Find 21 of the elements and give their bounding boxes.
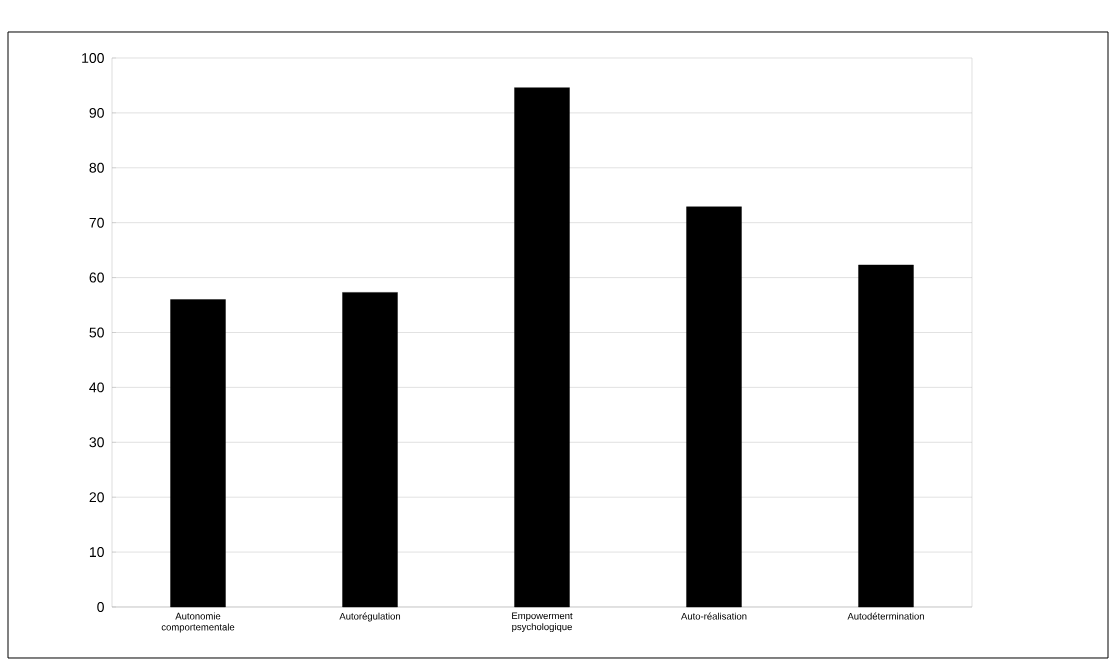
bar (858, 264, 914, 608)
x-tick-label: Auto-réalisation (681, 612, 747, 620)
bar (170, 299, 226, 608)
y-tick-label: 10 (89, 547, 104, 558)
y-tick-label: 60 (89, 272, 104, 283)
bar (342, 292, 398, 608)
y-tick-label: 90 (89, 107, 104, 118)
y-tick-label: 40 (89, 382, 104, 393)
bar (514, 87, 570, 608)
x-tick-label: Autorégulation (339, 612, 401, 622)
y-tick-label: 80 (89, 162, 104, 173)
y-tick-label: 20 (89, 492, 104, 503)
y-tick-label: 70 (89, 217, 104, 228)
x-tick-label: Autonomie comportementale (161, 612, 235, 633)
y-tick-label: 0 (97, 602, 104, 612)
bar (686, 206, 742, 608)
y-tick-label: 50 (89, 327, 104, 338)
y-tick-label: 100 (82, 53, 104, 63)
x-tick-label: Empowerment psychologique (512, 612, 573, 633)
x-tick-label: Autodétermination (847, 612, 924, 620)
y-tick-label: 30 (89, 437, 104, 448)
